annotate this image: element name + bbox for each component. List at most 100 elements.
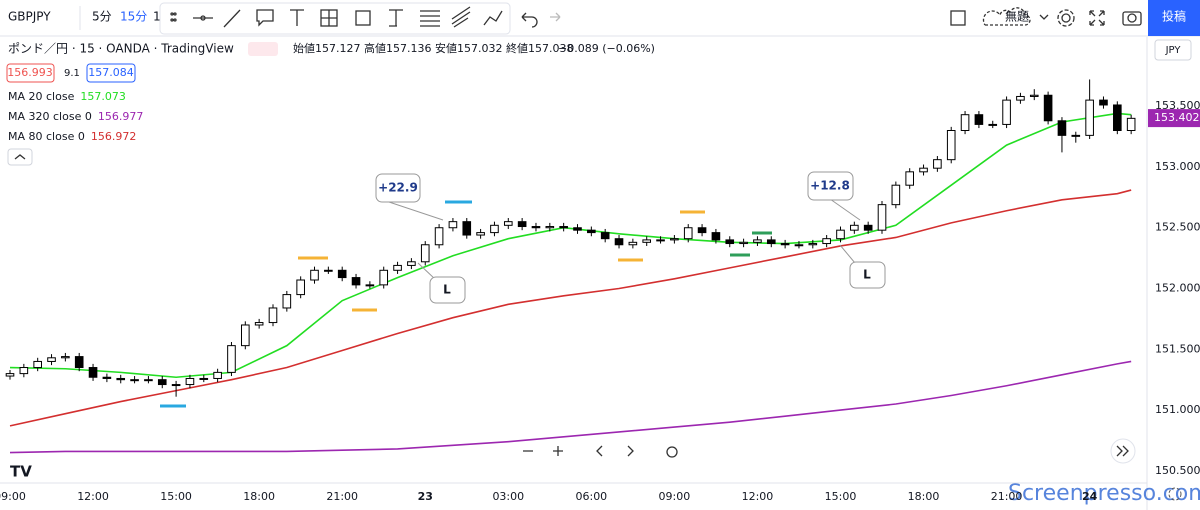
candle-body [1057, 120, 1067, 136]
callout-label: +22.9 [378, 181, 418, 195]
badge-ask-label[interactable]: 157.084 [88, 66, 134, 79]
y-tick-label: 151.000 [1155, 403, 1200, 416]
candle-body [1085, 99, 1094, 136]
x-tick-label: 12:00 [742, 490, 774, 503]
candle-body [503, 221, 513, 226]
candle-body [393, 264, 402, 271]
y-tick-label: 153.000 [1155, 160, 1200, 173]
x-tick-label: 24 [1082, 490, 1098, 503]
candle-body [836, 229, 845, 240]
callouts [375, 171, 886, 304]
nav-controls[interactable] [523, 445, 1129, 458]
candle-body [642, 239, 652, 243]
candle-body [753, 239, 762, 243]
currency-box[interactable] [1154, 39, 1192, 61]
candle-body [462, 221, 472, 236]
x-tick-label: 21:00 [991, 490, 1023, 503]
collapse-button[interactable] [7, 148, 33, 166]
candle-body [296, 279, 305, 296]
right-tools[interactable] [950, 7, 1142, 27]
watermark: Screenpresso.com [1008, 481, 1200, 506]
callout-label: L [863, 268, 871, 282]
callout-label: L [443, 283, 451, 297]
badge-bid[interactable] [6, 63, 55, 83]
badge-ask[interactable] [86, 63, 136, 83]
candle-body [33, 360, 42, 369]
candle-body [656, 239, 665, 242]
last-price-label: 153.402 [1154, 111, 1200, 124]
candle-body [600, 232, 610, 240]
candle-body [434, 227, 444, 246]
candle-body [448, 221, 458, 229]
y-tick-label: 152.000 [1155, 282, 1200, 295]
legend-name: MA 20 close [8, 90, 75, 103]
candle-body [670, 238, 679, 241]
candle-body [946, 130, 956, 161]
candle-body [365, 284, 375, 287]
candle-body [628, 241, 638, 246]
candle-body [116, 377, 126, 381]
legend-icons[interactable] [248, 42, 278, 56]
y-tick-label: 150.500 [1155, 464, 1200, 477]
x-tick-label: 15:00 [160, 490, 192, 503]
candle-body [822, 238, 831, 245]
candle-body [282, 294, 292, 309]
legend-value: 156.977 [98, 110, 144, 123]
drawing-toolbar [159, 2, 511, 35]
scroll-button[interactable] [1110, 438, 1136, 464]
candle-body [171, 384, 181, 387]
candle-body [725, 239, 735, 245]
candle-body [697, 227, 707, 234]
candle-body [780, 243, 790, 246]
candle-body [420, 244, 430, 263]
candle-body [1002, 99, 1011, 125]
candle-body [1043, 94, 1053, 122]
candle-body [47, 357, 56, 362]
candle-body [102, 376, 112, 379]
candle-body [407, 261, 416, 266]
candle-body [490, 224, 499, 234]
candle-body [794, 244, 804, 247]
ma-line [9, 360, 1132, 454]
candle-body [1099, 99, 1108, 106]
interval-active[interactable]: 15分 [120, 10, 147, 24]
candle-body [240, 324, 250, 347]
candle-body [974, 114, 984, 125]
ma-line [9, 112, 1132, 379]
symbol[interactable]: GBPJPY [8, 10, 51, 24]
candle-body [1126, 117, 1136, 131]
interval[interactable]: 1 [153, 10, 161, 24]
candle-body [559, 226, 568, 229]
candle-body [88, 367, 98, 378]
x-tick-label: 06:00 [575, 490, 607, 503]
candle-body [324, 269, 333, 272]
candle-body [61, 356, 70, 359]
layout-name[interactable]: 無題 [1005, 9, 1029, 24]
candle-body [130, 379, 139, 382]
candle-body [711, 232, 721, 241]
publish-label[interactable]: 投稿 [1162, 9, 1186, 24]
candle-body [683, 227, 693, 240]
publish-button[interactable] [1148, 0, 1200, 36]
candle-body [157, 379, 167, 386]
legend-value: 157.073 [80, 90, 126, 103]
last-price-tag [1148, 109, 1200, 128]
settings-icon[interactable] [1168, 487, 1182, 501]
x-tick-label: 18:00 [243, 490, 275, 503]
y-tick-label: 151.500 [1155, 342, 1200, 355]
undo-redo[interactable] [521, 12, 561, 28]
x-tick-label: 21:00 [326, 490, 358, 503]
currency[interactable]: JPY [1165, 45, 1182, 56]
interval[interactable]: 5分 [92, 10, 112, 24]
candle-body [1029, 94, 1039, 97]
candle-body [476, 232, 485, 236]
tool-icons[interactable] [193, 6, 503, 28]
candle-body [808, 243, 818, 246]
candle-body [185, 377, 195, 386]
instrument: ポンド／円 · 15 · OANDA · TradingView [8, 42, 234, 56]
candle-body [877, 204, 887, 231]
plot-area [5, 79, 1136, 454]
x-tick-label: 09:00 [659, 490, 691, 503]
candle-body [5, 373, 15, 377]
badge-bid-label[interactable]: 156.993 [7, 66, 53, 79]
